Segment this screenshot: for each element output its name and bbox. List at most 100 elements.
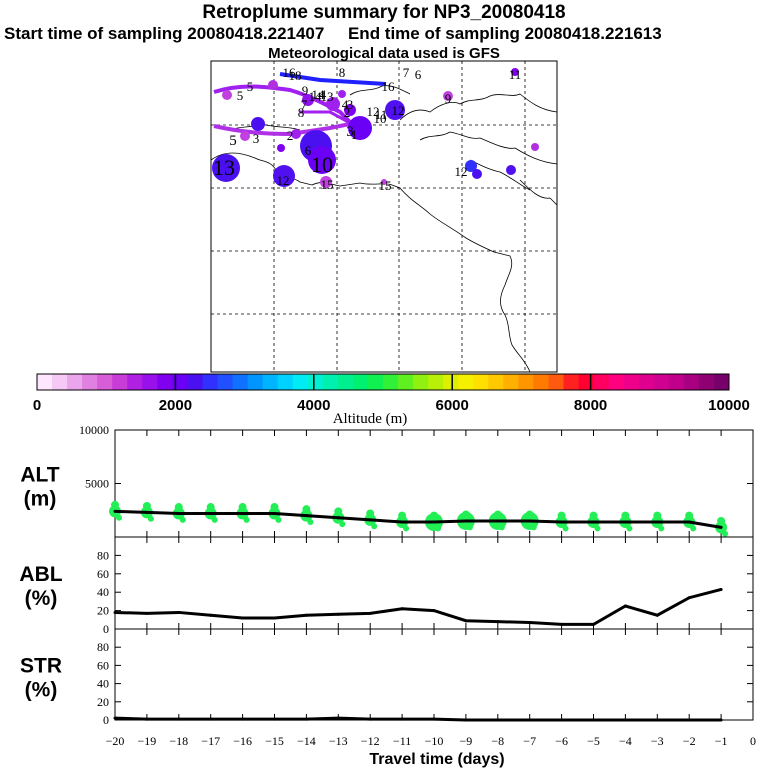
scatter-point <box>658 525 665 532</box>
x-tick-label: −2 <box>683 734 696 748</box>
data-point <box>241 511 245 515</box>
colorbar-swatch <box>232 374 249 390</box>
colorbar-swatch <box>533 374 549 390</box>
data-point <box>560 718 564 722</box>
data-point <box>145 611 149 615</box>
trajectory-label: 3 <box>346 124 354 140</box>
data-point <box>336 612 340 616</box>
colorbar-swatch <box>698 374 715 390</box>
data-point <box>560 622 564 626</box>
x-tick-label: −19 <box>138 734 157 748</box>
y-axis-label: ABL <box>19 563 62 586</box>
colorbar-tick-label: 0 <box>33 397 41 414</box>
trajectory-label: 12 <box>367 104 380 119</box>
data-point <box>592 622 595 626</box>
altitude-colorbar: 0 2000 4000 6000 8000 10000 <box>33 373 750 414</box>
colorbar-swatch <box>37 374 53 390</box>
colorbar-swatch <box>458 374 474 390</box>
x-axis-label: Travel time (days) <box>369 751 504 768</box>
trajectory-point <box>348 116 372 140</box>
y-tick-label: 10000 <box>79 423 109 437</box>
trajectory-point <box>273 165 295 187</box>
data-point <box>336 716 340 720</box>
colorbar-swatch <box>352 374 369 390</box>
colorbar-swatch <box>112 374 128 390</box>
trajectory-label: 4 <box>320 87 327 102</box>
x-tick-label: −12 <box>361 734 380 748</box>
data-point <box>687 596 691 600</box>
trajectory-point <box>308 146 336 174</box>
data-point <box>113 716 117 720</box>
trajectory-label: 12 <box>277 173 290 188</box>
scatter-point <box>270 503 279 512</box>
data-point <box>432 717 436 721</box>
scatter-point <box>243 516 250 523</box>
x-tick-label: −20 <box>106 734 125 748</box>
data-point <box>400 717 404 721</box>
trajectory-label: 5 <box>237 88 244 103</box>
series-line <box>114 587 722 626</box>
colorbar-swatch <box>668 374 685 390</box>
colorbar-swatch <box>367 374 384 390</box>
scatter-point <box>530 524 537 531</box>
y-axis-label: STR <box>20 655 62 678</box>
colorbar-swatch <box>67 374 83 390</box>
data-point <box>304 717 308 721</box>
trajectory-line <box>279 72 387 86</box>
trajectory-point <box>222 90 232 100</box>
colorbar-swatch <box>443 374 459 390</box>
colorbar-label: Altitude (m) <box>333 411 408 427</box>
trajectory-label: 10 <box>311 152 333 177</box>
scatter-point <box>621 511 630 520</box>
y-axis-unit: (%) <box>25 679 58 702</box>
sampling-times: Start time of sampling 20080418.221407 E… <box>4 24 764 44</box>
colorbar-swatch <box>428 374 444 390</box>
x-tick-label: −15 <box>265 734 284 748</box>
data-point <box>432 609 436 613</box>
y-tick-label: 0 <box>103 713 109 727</box>
data-point <box>273 717 276 721</box>
trajectory-label: 16 <box>382 79 396 94</box>
colorbar-swatch <box>398 374 414 390</box>
scatter-point <box>179 516 186 523</box>
data-point <box>687 520 691 524</box>
colorbar-swatch <box>292 374 309 390</box>
x-tick-label: −16 <box>233 734 252 748</box>
data-point <box>304 514 308 518</box>
data-point <box>368 717 372 721</box>
data-point <box>719 718 723 722</box>
scatter-point <box>525 510 534 519</box>
data-point <box>655 520 659 524</box>
scatter-point <box>302 505 311 514</box>
data-point <box>177 610 181 614</box>
trajectory-label: 15 <box>379 178 392 193</box>
data-point <box>592 520 595 524</box>
trajectory-point <box>338 90 346 98</box>
x-tick-label: −7 <box>523 734 536 748</box>
trajectory-label: 6 <box>305 143 312 158</box>
trajectory-point <box>240 131 250 141</box>
y-tick-label: 40 <box>97 585 109 599</box>
trajectory-label: 10 <box>374 111 387 126</box>
data-point <box>273 511 276 515</box>
data-point <box>528 519 532 523</box>
colorbar-swatch <box>578 374 595 390</box>
data-point <box>464 519 468 523</box>
data-point <box>623 718 627 722</box>
colorbar-swatch <box>277 374 294 390</box>
x-tick-label: 0 <box>750 734 756 748</box>
trajectory-point <box>531 143 539 151</box>
trajectory-point <box>320 176 332 188</box>
scatter-point <box>398 511 407 520</box>
scatter-point <box>174 503 183 512</box>
x-tick-label: −3 <box>651 734 664 748</box>
data-point <box>687 718 691 722</box>
scatter-point <box>653 511 662 520</box>
y-tick-label: 80 <box>97 640 109 654</box>
trajectory-point <box>212 154 240 182</box>
x-tick-label: −10 <box>425 734 444 748</box>
data-point <box>304 613 308 617</box>
colorbar-swatch <box>503 374 519 390</box>
data-point <box>209 717 213 721</box>
